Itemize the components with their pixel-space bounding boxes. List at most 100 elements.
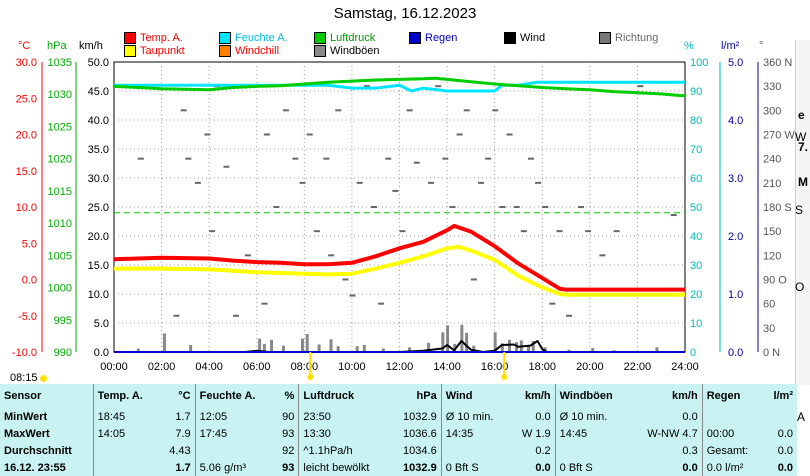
tick-label-pressure_hpa: 1035 bbox=[48, 57, 72, 69]
stats-cell: 0.0 bbox=[777, 427, 793, 440]
direction-point bbox=[378, 302, 385, 305]
x-tick-label: 18:00 bbox=[528, 361, 556, 373]
tick-label-pressure_hpa: 990 bbox=[54, 347, 72, 359]
legend-gusts: Windböen bbox=[314, 45, 380, 57]
stats-cell: 23:50 bbox=[298, 408, 390, 425]
stats-label: MinWert bbox=[4, 410, 48, 423]
direction-point bbox=[223, 165, 230, 168]
gust-bar bbox=[281, 345, 285, 352]
x-tick-label: 22:00 bbox=[624, 361, 652, 373]
stats-cell: 17:45 bbox=[194, 425, 274, 442]
stats-cell: 93 bbox=[282, 461, 295, 474]
stats-cell: 1034.6 bbox=[403, 444, 437, 457]
stats-header: Windböen bbox=[554, 384, 631, 408]
stats-cell: 18:45 bbox=[92, 408, 159, 425]
right-edge-char: W bbox=[795, 130, 807, 144]
tick-label-humidity_pct: 70 bbox=[690, 144, 702, 156]
stats-cell bbox=[92, 459, 159, 476]
direction-point bbox=[449, 206, 456, 208]
x-tick-label: 12:00 bbox=[386, 361, 414, 373]
gust-bar bbox=[460, 324, 464, 352]
stats-cell: 90 bbox=[282, 410, 295, 423]
legend-swatch bbox=[124, 45, 136, 57]
direction-point bbox=[637, 85, 644, 88]
direction-point bbox=[370, 206, 377, 208]
gust-bar bbox=[446, 325, 450, 352]
direction-point bbox=[204, 133, 211, 136]
stats-cell: 1032.9 bbox=[403, 410, 437, 423]
tick-label-direction_deg: 330 bbox=[763, 81, 781, 93]
direction-point bbox=[363, 85, 370, 88]
stats-header: % bbox=[284, 390, 295, 402]
gust-bar bbox=[655, 347, 659, 352]
stats-cell: 14:35 bbox=[440, 425, 510, 442]
legend-swatch bbox=[314, 45, 326, 57]
stats-cell: 4.43 bbox=[169, 444, 191, 457]
direction-point bbox=[556, 230, 563, 233]
legend-swatch bbox=[504, 32, 516, 44]
gust-bar bbox=[258, 338, 262, 352]
gust-bar bbox=[465, 332, 469, 352]
stats-cell bbox=[440, 442, 510, 459]
stats-cell: 0.0 bbox=[535, 461, 551, 474]
tick-label-wind_kmh: 5.0 bbox=[94, 318, 109, 330]
legend-swatch bbox=[314, 32, 326, 44]
stats-header: km/h bbox=[672, 390, 698, 402]
legend-swatch bbox=[219, 32, 231, 44]
stats-header: Regen bbox=[701, 384, 764, 408]
stats-header-row: Sensor Temp. A. °C Feuchte A. % Luftdruc… bbox=[0, 384, 797, 408]
legend-wind: Wind bbox=[504, 32, 545, 44]
tick-label-humidity_pct: 10 bbox=[690, 318, 702, 330]
direction-point bbox=[492, 109, 499, 112]
stats-row: MaxWert 14:05 7.9 17:45 93 13:30 1036.6 14:… bbox=[0, 425, 797, 442]
gust-bar bbox=[305, 334, 309, 352]
tick-label-wind_kmh: 45.0 bbox=[88, 86, 109, 98]
stats-cell: W 1.9 bbox=[521, 427, 551, 440]
stats-cell: 92 bbox=[282, 444, 295, 457]
axis-head-humidity: % bbox=[684, 40, 694, 52]
direction-point bbox=[209, 230, 216, 233]
tick-label-direction_deg: 30 bbox=[763, 323, 775, 335]
tick-label-rain_lm2: 5.0 bbox=[728, 57, 743, 69]
axis-head-direction: ° bbox=[759, 40, 764, 52]
gust-bar bbox=[381, 348, 385, 352]
direction-point bbox=[299, 181, 306, 184]
right-edge-char: M bbox=[798, 175, 808, 189]
x-tick-label: 14:00 bbox=[433, 361, 461, 373]
stats-label: 16.12. 23:55 bbox=[4, 461, 66, 474]
direction-point bbox=[406, 109, 413, 112]
time-marker-label: 08:15 bbox=[10, 372, 38, 384]
stats-cell: 93 bbox=[282, 427, 295, 440]
stats-cell: 12:05 bbox=[194, 408, 274, 425]
direction-point bbox=[527, 157, 534, 160]
gust-bar bbox=[453, 343, 457, 352]
gust-bar bbox=[507, 339, 511, 352]
direction-point bbox=[306, 133, 313, 136]
x-tick-label: 10:00 bbox=[338, 361, 366, 373]
tick-label-wind_kmh: 30.0 bbox=[88, 173, 109, 185]
stats-cell: 0 Bft S bbox=[554, 459, 631, 476]
stats-cell: 1036.6 bbox=[403, 427, 437, 440]
gust-bar bbox=[500, 343, 504, 352]
x-tick-label: 02:00 bbox=[148, 361, 176, 373]
x-tick-label: 20:00 bbox=[576, 361, 604, 373]
direction-point bbox=[194, 181, 201, 184]
gust-bar bbox=[336, 346, 340, 352]
right-edge-char: 7. bbox=[798, 140, 809, 154]
series-line bbox=[114, 244, 685, 297]
axis-head-rain: l/m² bbox=[721, 40, 740, 52]
stats-cell: 00:00 bbox=[701, 425, 764, 442]
gust-bar bbox=[317, 344, 321, 352]
direction-point bbox=[342, 278, 349, 281]
stats-header: °C bbox=[178, 390, 191, 402]
tick-label-wind_kmh: 50.0 bbox=[88, 57, 109, 69]
chart-grid bbox=[113, 61, 686, 353]
tick-label-pressure_hpa: 1000 bbox=[48, 283, 72, 295]
direction-point bbox=[670, 214, 677, 217]
x-tick-label: 06:00 bbox=[243, 361, 271, 373]
tick-label-direction_deg: 60 bbox=[763, 299, 775, 311]
axis-head-temp: °C bbox=[18, 40, 31, 52]
gust-bar bbox=[162, 333, 166, 352]
axis-head-pressure: hPa bbox=[47, 40, 67, 52]
sun-indicator bbox=[40, 375, 47, 382]
